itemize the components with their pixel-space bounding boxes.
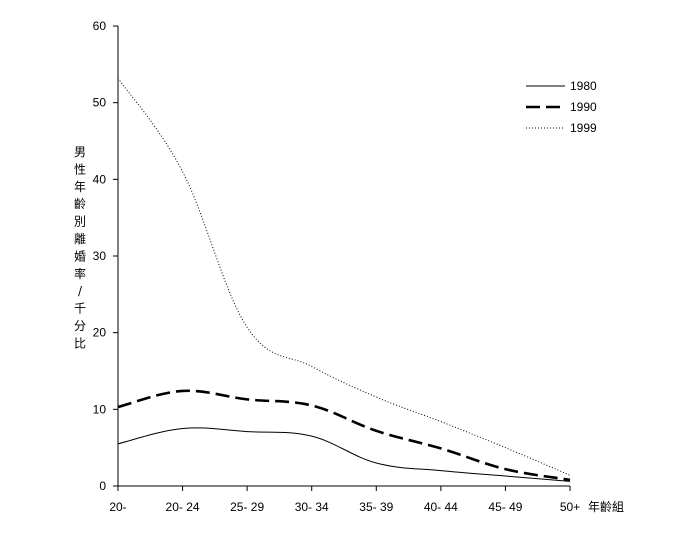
legend-label: 1999 [570,121,597,135]
y-axis: 0 10 20 30 40 50 60 [93,19,119,493]
y-tick-label: 20 [93,326,107,340]
legend-label: 1980 [570,79,597,93]
x-tick-label: 30- 34 [295,500,329,514]
y-axis-title-char: 分 [74,319,86,333]
series-line-1990 [117,389,571,482]
x-tick-label: 20- [109,500,126,514]
series-line-1999 [117,77,571,476]
y-axis-title-char: 率 [74,266,86,281]
y-tick-label: 30 [93,249,107,263]
y-axis-title-char: 離 [74,232,86,246]
y-tick-label: 40 [93,172,107,186]
y-axis-title-char: 男 [74,145,86,159]
series-line-1980 [117,427,571,482]
y-axis-title-char: 齡 [74,197,86,211]
x-axis: 20- 20- 24 25- 29 30- 34 35- 39 40- 44 45- 49 5… [109,485,580,514]
x-tick-label: 45- 49 [488,500,522,514]
y-tick-label: 10 [93,402,107,416]
y-axis-title-char: 年 [74,180,86,194]
series-layer [117,77,571,482]
y-axis-title-char: 別 [74,215,86,229]
y-tick-label: 0 [99,479,106,493]
legend: 1980 1990 1999 [526,79,597,135]
x-tick-label: 20- 24 [166,500,200,514]
y-axis-title-char: 性 [74,162,86,176]
y-axis-title-char: 婚 [74,249,86,263]
y-tick-label: 60 [93,19,107,33]
y-axis-title-char: / [78,284,83,298]
x-tick-label: 50+ [560,500,580,514]
x-tick-label: 40- 44 [424,500,458,514]
legend-label: 1990 [570,100,597,114]
y-axis-title-char: 比 [74,336,86,350]
x-axis-title: 年齡組 [588,500,624,514]
x-tick-label: 25- 29 [230,500,264,514]
y-tick-label: 50 [93,96,107,110]
y-axis-title-char: 千 [74,302,86,316]
x-tick-label: 35- 39 [359,500,393,514]
